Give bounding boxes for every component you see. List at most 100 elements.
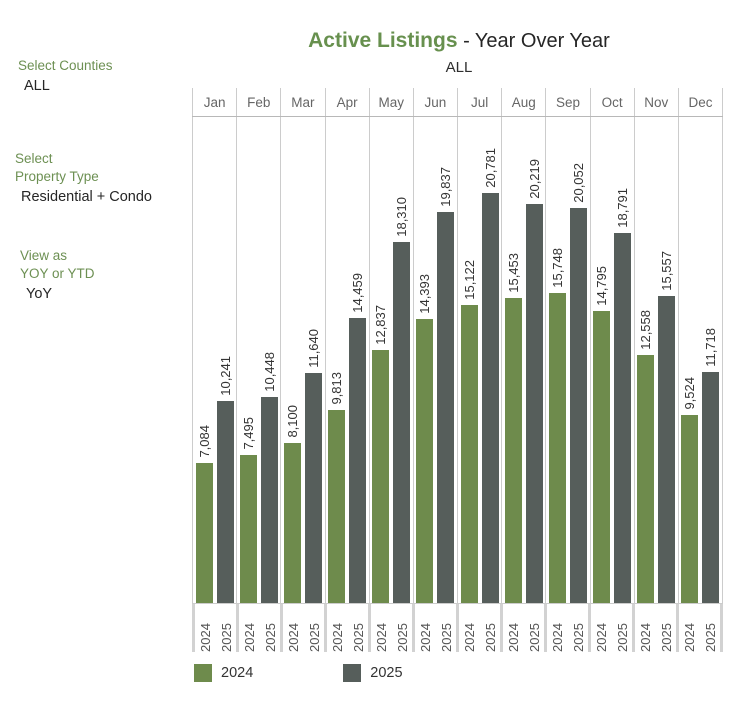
bar-2024-may[interactable] bbox=[372, 350, 390, 603]
month-header-apr: Apr bbox=[324, 88, 369, 116]
bar-unit: 15,453 bbox=[504, 253, 522, 603]
bar-unit: 14,459 bbox=[349, 273, 367, 603]
bar-unit: 15,557 bbox=[658, 251, 676, 603]
year-slot: 2024 bbox=[549, 607, 566, 652]
xaxis-cell-oct: 2024 2025 bbox=[588, 604, 632, 652]
filter-label: Property Type bbox=[15, 169, 99, 184]
bar-2024-apr[interactable] bbox=[328, 410, 346, 603]
bar-value-label: 8,100 bbox=[284, 405, 300, 438]
filter-label: Select bbox=[15, 151, 53, 166]
bar-value-label: 11,718 bbox=[703, 328, 719, 367]
bar-value-label: 15,748 bbox=[549, 248, 565, 288]
filter-label: View as bbox=[20, 248, 68, 263]
legend-label: 2025 bbox=[370, 665, 403, 681]
legend-label: 2024 bbox=[221, 665, 254, 681]
bar-unit: 14,393 bbox=[416, 274, 434, 603]
bar-unit: 7,495 bbox=[239, 417, 257, 603]
bar-unit: 10,448 bbox=[260, 352, 278, 603]
xaxis-cell-sep: 2024 2025 bbox=[544, 604, 588, 652]
bar-unit: 18,310 bbox=[393, 197, 411, 603]
month-group-jan: 7,084 10,241 bbox=[192, 117, 236, 603]
bar-2025-oct[interactable] bbox=[614, 233, 632, 603]
bar-2025-jan[interactable] bbox=[216, 401, 234, 603]
month-group-aug: 15,453 20,219 bbox=[501, 117, 545, 603]
xaxis-year-label: 2024 bbox=[681, 623, 697, 652]
xaxis-year-label: 2024 bbox=[505, 623, 521, 652]
bar-value-label: 7,084 bbox=[196, 425, 212, 458]
year-slot: 2025 bbox=[394, 607, 411, 652]
year-slot: 2024 bbox=[241, 607, 258, 652]
xaxis-year-label: 2025 bbox=[614, 623, 630, 652]
year-slot: 2024 bbox=[593, 607, 610, 652]
legend-item-2024[interactable]: 2024 bbox=[194, 664, 253, 682]
bar-2025-mar[interactable] bbox=[304, 373, 322, 603]
bar-value-label: 14,393 bbox=[417, 274, 433, 314]
xaxis-year-label: 2024 bbox=[417, 623, 433, 652]
filter-label: Select Counties bbox=[18, 58, 113, 73]
bar-value-label: 15,122 bbox=[461, 260, 477, 300]
bar-2025-jun[interactable] bbox=[437, 212, 455, 603]
bar-2024-mar[interactable] bbox=[283, 443, 301, 603]
bar-2025-aug[interactable] bbox=[525, 204, 543, 603]
bar-value-label: 20,219 bbox=[526, 159, 542, 199]
month-header-aug: Aug bbox=[501, 88, 545, 116]
year-slot: 2024 bbox=[637, 607, 654, 652]
xaxis-year-label: 2025 bbox=[438, 623, 454, 652]
bar-2024-sep[interactable] bbox=[548, 293, 566, 603]
bar-2025-nov[interactable] bbox=[658, 296, 676, 603]
view-as-filter-value[interactable]: YoY bbox=[26, 286, 53, 302]
month-group-jun: 14,393 19,837 bbox=[412, 117, 457, 603]
bar-value-label: 7,495 bbox=[240, 417, 256, 450]
bar-2024-jun[interactable] bbox=[416, 319, 434, 603]
year-slot: 2025 bbox=[570, 607, 587, 652]
year-slot: 2025 bbox=[262, 607, 279, 652]
xaxis-cell-feb: 2024 2025 bbox=[236, 604, 280, 652]
bar-unit: 20,219 bbox=[525, 159, 543, 603]
bar-unit: 15,748 bbox=[548, 248, 566, 603]
xaxis-year-label: 2025 bbox=[262, 623, 278, 652]
year-slot: 2024 bbox=[373, 607, 390, 652]
bar-2025-feb[interactable] bbox=[260, 397, 278, 603]
bar-unit: 18,791 bbox=[614, 188, 632, 603]
bar-value-label: 14,459 bbox=[350, 273, 366, 313]
bar-2025-may[interactable] bbox=[393, 242, 411, 603]
bar-2025-apr[interactable] bbox=[349, 318, 367, 603]
year-slot: 2025 bbox=[526, 607, 543, 652]
bar-value-label: 10,241 bbox=[217, 356, 233, 396]
legend-swatch bbox=[343, 664, 362, 682]
bar-2024-nov[interactable] bbox=[637, 355, 655, 603]
filter-label: YOY or YTD bbox=[20, 266, 95, 281]
month-group-may: 12,837 18,310 bbox=[368, 117, 413, 603]
bar-unit: 20,781 bbox=[481, 148, 499, 603]
bar-unit: 11,718 bbox=[702, 328, 720, 603]
bar-2024-jul[interactable] bbox=[460, 305, 478, 603]
bar-2024-jan[interactable] bbox=[195, 463, 213, 603]
legend-item-2025[interactable]: 2025 bbox=[343, 664, 403, 682]
county-filter-value[interactable]: ALL bbox=[24, 78, 50, 94]
bar-2024-feb[interactable] bbox=[239, 455, 257, 603]
year-slot: 2025 bbox=[438, 607, 455, 652]
xaxis-cell-may: 2024 2025 bbox=[368, 604, 412, 652]
year-slot: 2024 bbox=[197, 607, 214, 652]
bar-chart: Jan Feb Mar Apr May Jun Jul Aug Sep Oct Nov Dec 7,0… bbox=[192, 88, 724, 652]
year-slot: 2024 bbox=[461, 607, 478, 652]
property-type-filter-value[interactable]: Residential + Condo bbox=[21, 189, 152, 205]
bar-2024-oct[interactable] bbox=[593, 311, 611, 603]
filter-property-type: Select Property Type Residential + Condo bbox=[15, 150, 152, 205]
bar-unit: 15,122 bbox=[460, 260, 478, 603]
bar-2025-jul[interactable] bbox=[481, 193, 499, 603]
bar-2025-dec[interactable] bbox=[702, 372, 720, 603]
bar-2025-sep[interactable] bbox=[569, 208, 587, 603]
xaxis-year-label: 2025 bbox=[218, 623, 234, 652]
title-accent: Active Listings bbox=[308, 29, 458, 52]
xaxis-year-label: 2024 bbox=[461, 623, 477, 652]
month-header-jul: Jul bbox=[457, 88, 501, 116]
month-group-sep: 15,748 20,052 bbox=[545, 117, 589, 603]
month-header-dec: Dec bbox=[677, 88, 724, 116]
xaxis-cell-mar: 2024 2025 bbox=[280, 604, 324, 652]
year-slot: 2024 bbox=[329, 607, 346, 652]
bar-2024-aug[interactable] bbox=[504, 298, 522, 603]
bar-unit: 14,795 bbox=[593, 266, 611, 603]
bar-2024-dec[interactable] bbox=[681, 415, 699, 603]
month-header-jan: Jan bbox=[192, 88, 236, 116]
